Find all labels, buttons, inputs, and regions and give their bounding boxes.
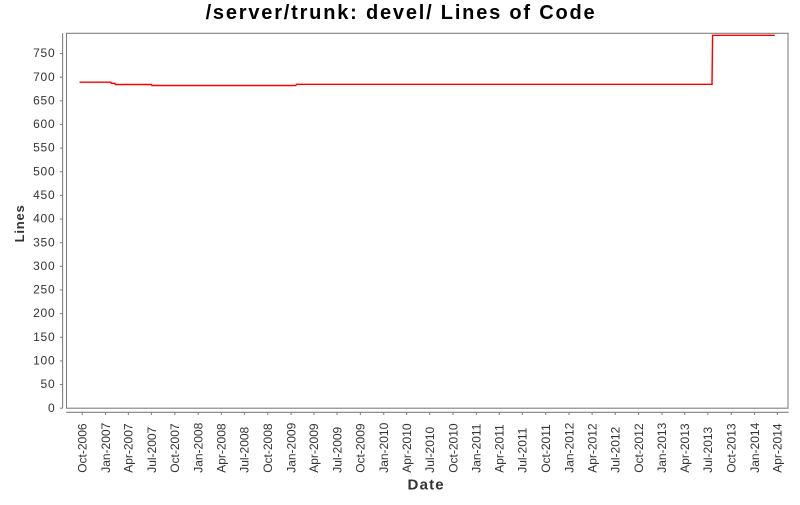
svg-text:50: 50 (41, 377, 56, 391)
svg-text:Oct-2010: Oct-2010 (446, 423, 460, 473)
svg-text:Oct-2006: Oct-2006 (76, 423, 90, 473)
svg-text:Jan-2014: Jan-2014 (748, 422, 762, 472)
svg-text:650: 650 (33, 93, 55, 107)
svg-text:550: 550 (33, 141, 55, 155)
svg-text:Oct-2012: Oct-2012 (632, 423, 646, 473)
svg-text:600: 600 (33, 117, 55, 131)
svg-text:Oct-2013: Oct-2013 (725, 423, 739, 473)
svg-text:0: 0 (48, 401, 55, 415)
svg-text:Jan-2011: Jan-2011 (470, 423, 484, 472)
svg-text:/server/trunk: devel/ Lines of: /server/trunk: devel/ Lines of Code (206, 2, 597, 24)
svg-text:Apr-2010: Apr-2010 (400, 423, 414, 473)
svg-text:Apr-2012: Apr-2012 (585, 423, 599, 473)
svg-text:Apr-2007: Apr-2007 (122, 423, 136, 473)
svg-text:Apr-2009: Apr-2009 (307, 423, 321, 473)
svg-text:Jul-2008: Jul-2008 (238, 426, 252, 472)
svg-text:400: 400 (33, 212, 55, 226)
svg-text:Jan-2010: Jan-2010 (377, 422, 391, 472)
svg-text:Jan-2013: Jan-2013 (655, 422, 669, 472)
svg-text:500: 500 (33, 164, 55, 178)
svg-text:Apr-2008: Apr-2008 (215, 423, 229, 473)
svg-text:Jan-2008: Jan-2008 (191, 422, 205, 472)
svg-text:Oct-2007: Oct-2007 (168, 423, 182, 473)
svg-text:Oct-2011: Oct-2011 (539, 424, 553, 473)
svg-text:Apr-2013: Apr-2013 (678, 423, 692, 473)
svg-text:750: 750 (33, 46, 55, 60)
svg-text:Lines: Lines (12, 204, 27, 242)
svg-text:350: 350 (33, 235, 55, 249)
svg-text:Oct-2009: Oct-2009 (354, 423, 368, 473)
svg-text:Apr-2011: Apr-2011 (493, 424, 507, 473)
svg-text:700: 700 (33, 70, 55, 84)
svg-text:Date: Date (408, 477, 445, 494)
svg-text:100: 100 (33, 354, 55, 368)
svg-text:300: 300 (33, 259, 55, 273)
svg-text:Jul-2007: Jul-2007 (145, 426, 159, 472)
svg-text:Jul-2011: Jul-2011 (516, 427, 530, 472)
svg-text:200: 200 (33, 306, 55, 320)
svg-text:250: 250 (33, 283, 55, 297)
svg-text:Oct-2008: Oct-2008 (261, 423, 275, 473)
svg-text:Apr-2014: Apr-2014 (771, 423, 785, 473)
svg-text:Jul-2012: Jul-2012 (609, 426, 623, 472)
svg-text:Jan-2009: Jan-2009 (284, 422, 298, 472)
svg-text:Jul-2010: Jul-2010 (423, 426, 437, 472)
svg-text:Jul-2009: Jul-2009 (330, 426, 344, 472)
svg-text:150: 150 (33, 330, 55, 344)
svg-text:Jan-2012: Jan-2012 (562, 422, 576, 472)
svg-text:450: 450 (33, 188, 55, 202)
svg-text:Jul-2013: Jul-2013 (701, 426, 715, 472)
svg-text:Jan-2007: Jan-2007 (99, 422, 113, 472)
